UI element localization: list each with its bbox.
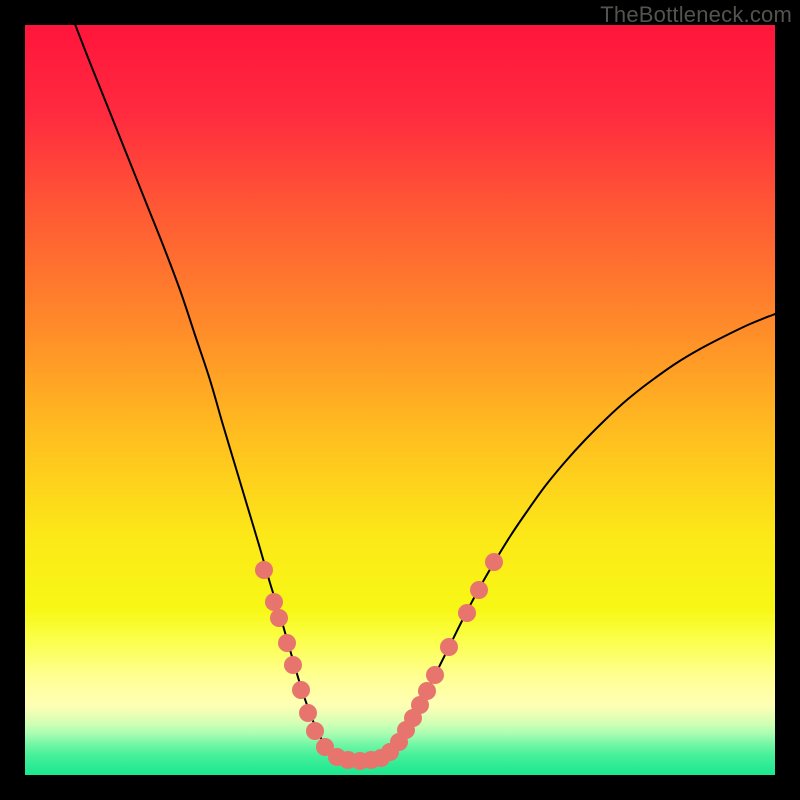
data-marker xyxy=(306,722,324,740)
plot-area xyxy=(25,25,775,775)
data-marker xyxy=(470,581,488,599)
data-marker xyxy=(292,681,310,699)
data-marker xyxy=(440,638,458,656)
data-marker xyxy=(284,656,302,674)
chart-frame: TheBottleneck.com xyxy=(0,0,800,800)
data-marker xyxy=(255,561,273,579)
data-marker xyxy=(458,604,476,622)
gradient-background xyxy=(25,25,775,775)
data-marker xyxy=(270,609,288,627)
data-marker xyxy=(426,666,444,684)
data-marker xyxy=(265,593,283,611)
data-marker xyxy=(299,704,317,722)
data-marker xyxy=(418,682,436,700)
chart-svg xyxy=(25,25,775,775)
data-marker xyxy=(278,634,296,652)
data-marker xyxy=(485,553,503,571)
